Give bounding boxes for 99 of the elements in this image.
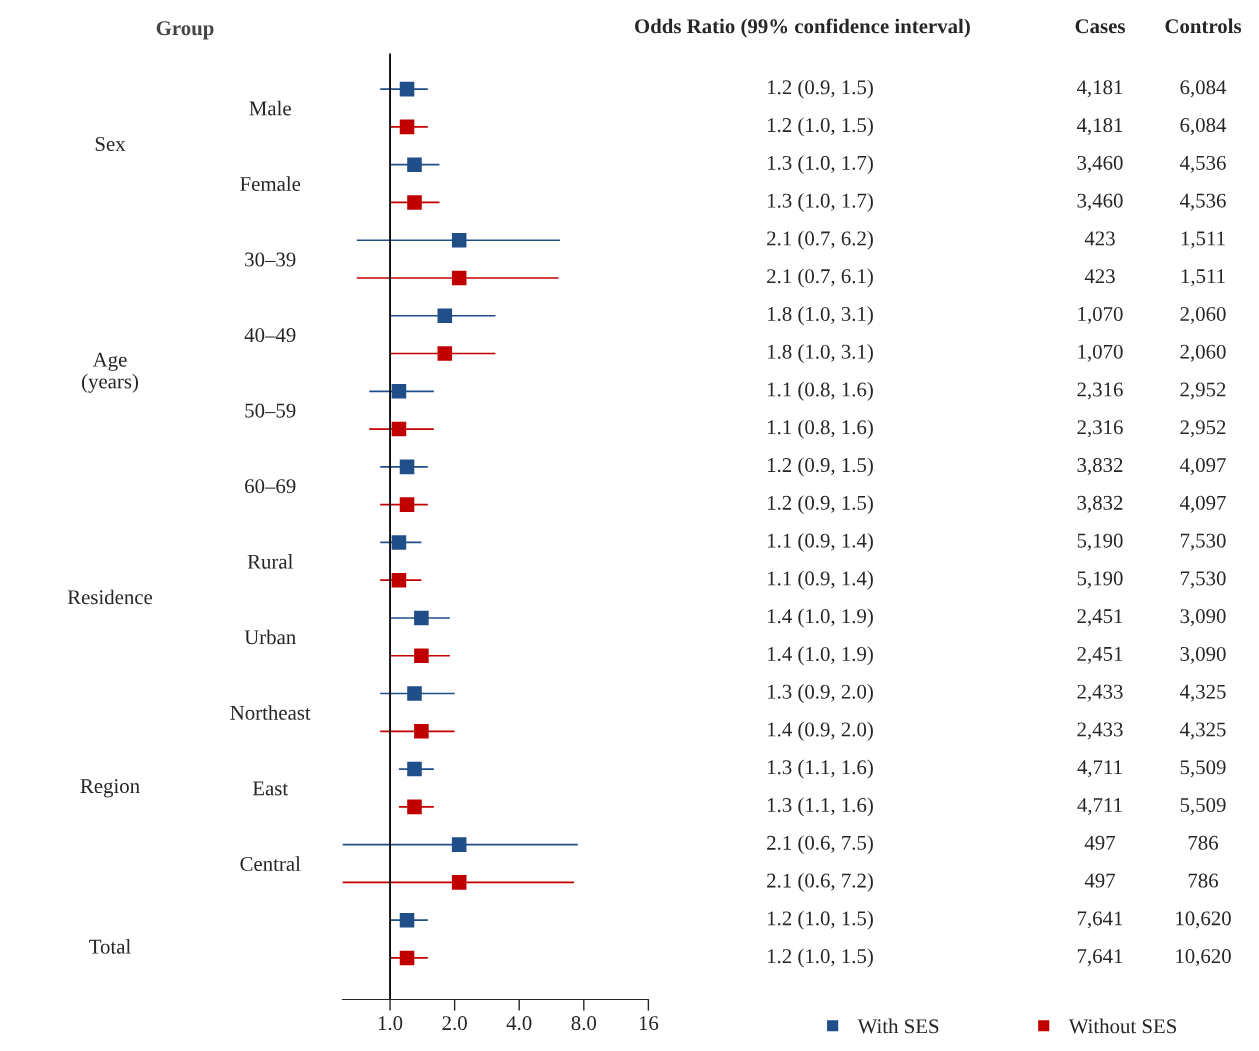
text: Age (years): [82, 352, 138, 393]
text: Region: [80, 779, 140, 798]
text: 7,530: [1180, 533, 1226, 551]
text: 5,509: [1180, 760, 1226, 778]
text: 2.1 (0.7, 6.2): [767, 230, 873, 250]
y-tick-label: Urban: [244, 629, 296, 645]
text: 6,084: [1180, 80, 1227, 98]
text: 497: [1084, 835, 1116, 850]
text: 4,097: [1179, 458, 1226, 476]
text: 786: [1188, 835, 1218, 850]
text: 1.1 (0.8, 1.6): [768, 381, 873, 401]
x-tick-label: 8.0: [571, 1016, 597, 1031]
x-tick-label: 2.0: [442, 1016, 467, 1031]
y-tick-label: 40–49: [244, 328, 296, 343]
y-tick-label: 60–69: [245, 479, 296, 494]
text: 2,316: [1077, 420, 1123, 438]
text: 2,433: [1077, 722, 1123, 740]
text: 1.1 (0.9, 1.4): [768, 570, 873, 590]
text: 4,325: [1179, 722, 1226, 740]
text: 1.3 (1.0, 1.7): [768, 155, 873, 175]
text: 423: [1084, 269, 1115, 284]
text: 1.3 (0.9, 2.0): [768, 684, 873, 703]
text: 3,460: [1077, 193, 1123, 211]
y-axis-title: Group: [156, 21, 214, 40]
text: 3,460: [1077, 155, 1123, 173]
x-tick-label: 1.0: [378, 1016, 403, 1031]
y-tick-label: Northeast: [230, 705, 311, 720]
text: 4,536: [1179, 155, 1226, 173]
text: 1,511: [1181, 269, 1225, 287]
text: 1.1 (0.9, 1.4): [768, 532, 873, 552]
text: Total: [89, 939, 131, 954]
text: 10,620: [1176, 911, 1231, 929]
text: 1.2 (0.9, 1.5): [768, 79, 873, 99]
text: 497: [1084, 873, 1116, 888]
text: 1.2 (0.9, 1.5): [768, 495, 873, 515]
text: 1,070: [1078, 306, 1123, 324]
text: 3,832: [1077, 458, 1123, 476]
text: 4,711: [1077, 760, 1122, 778]
text: 1.4 (1.0, 1.9): [768, 608, 873, 628]
text: 2.1 (0.7, 6.1): [767, 268, 873, 288]
y-tick-label: Male: [249, 100, 291, 116]
text: 5,190: [1077, 533, 1123, 551]
text: Residence: [67, 589, 153, 605]
text: 2,433: [1077, 684, 1123, 702]
text: 1,070: [1078, 344, 1123, 362]
text: 1.2 (1.0, 1.5): [768, 948, 873, 968]
text: Cases: [1075, 19, 1125, 34]
text: 3,090: [1180, 609, 1226, 627]
text: 786: [1188, 873, 1218, 888]
text: 1.4 (0.9, 2.0): [768, 721, 873, 741]
text: 7,641: [1077, 911, 1123, 929]
text: 2,060: [1180, 306, 1226, 324]
text: 2,451: [1077, 609, 1123, 627]
x-tick-label: 16: [639, 1016, 659, 1031]
text: 3,832: [1077, 495, 1123, 513]
x-tick-label: 4.0: [506, 1016, 532, 1031]
text: 2.1 (0.6, 7.2): [767, 872, 873, 892]
text: 1.2 (0.9, 1.5): [768, 457, 873, 477]
text: 1.3 (1.0, 1.7): [768, 192, 873, 212]
text: 4,536: [1179, 193, 1226, 211]
text: Odds Ratio (99% confidence interval): [635, 18, 970, 38]
y-tick-label: 30–39: [245, 252, 296, 267]
text: 4,711: [1077, 798, 1122, 816]
text: 7,530: [1180, 571, 1226, 589]
legend-label: Without SES: [1068, 1018, 1177, 1034]
text: 1.8 (1.0, 3.1): [768, 344, 873, 363]
text: 4,325: [1179, 684, 1226, 702]
text: 3,090: [1180, 646, 1226, 664]
text: 4,097: [1179, 495, 1226, 513]
text: 2,060: [1180, 344, 1226, 362]
text: 1.3 (1.1, 1.6): [768, 797, 873, 817]
text: 7,641: [1077, 949, 1123, 967]
y-tick-label: 50–59: [245, 403, 296, 418]
text: 2.1 (0.6, 7.5): [767, 835, 873, 855]
text: 2,451: [1077, 646, 1123, 664]
text: 2,952: [1180, 420, 1226, 438]
text: 4,181: [1076, 80, 1123, 98]
y-tick-label: Central: [240, 856, 301, 871]
text: Controls: [1165, 18, 1242, 34]
text: 2,316: [1077, 382, 1123, 400]
text: 1,511: [1181, 231, 1225, 249]
text: 1.3 (1.1, 1.6): [768, 759, 873, 779]
text: 5,509: [1180, 798, 1226, 816]
text: 1.1 (0.8, 1.6): [768, 419, 873, 439]
text: Sex: [95, 136, 126, 151]
text: 4,181: [1076, 118, 1123, 136]
text: 1.2 (1.0, 1.5): [768, 117, 873, 137]
text: 6,084: [1180, 118, 1227, 136]
text: 1.2 (1.0, 1.5): [768, 910, 873, 930]
y-tick-label: Rural: [247, 554, 293, 569]
legend-label: With SES: [857, 1018, 939, 1034]
y-tick-label: Female: [240, 176, 301, 191]
text: 1.8 (1.0, 3.1): [768, 306, 873, 326]
text: 423: [1084, 231, 1115, 246]
text: 5,190: [1077, 571, 1123, 589]
text: 10,620: [1176, 949, 1231, 967]
text: 2,952: [1180, 382, 1226, 400]
text: 1.4 (1.0, 1.9): [768, 646, 873, 666]
y-tick-label: East: [252, 781, 289, 796]
